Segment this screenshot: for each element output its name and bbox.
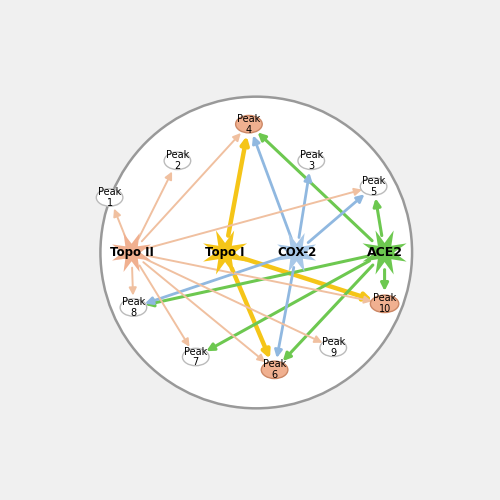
Polygon shape <box>112 233 151 272</box>
Text: Peak
8: Peak 8 <box>122 297 145 318</box>
Polygon shape <box>277 233 316 272</box>
Text: Peak
7: Peak 7 <box>184 346 208 368</box>
Ellipse shape <box>236 116 262 133</box>
Text: Peak
5: Peak 5 <box>362 176 385 197</box>
Text: Peak
10: Peak 10 <box>373 294 396 314</box>
Text: COX-2: COX-2 <box>277 246 316 259</box>
Text: Topo II: Topo II <box>110 246 154 259</box>
Text: Topo I: Topo I <box>206 246 245 259</box>
Text: Peak
1: Peak 1 <box>98 187 121 208</box>
Ellipse shape <box>164 152 190 170</box>
Circle shape <box>100 96 412 408</box>
Ellipse shape <box>360 178 387 195</box>
Text: Peak
3: Peak 3 <box>300 150 323 171</box>
Text: ACE2: ACE2 <box>366 246 402 259</box>
Text: Peak
4: Peak 4 <box>238 114 260 134</box>
Polygon shape <box>362 230 406 274</box>
Polygon shape <box>203 230 247 274</box>
Ellipse shape <box>96 189 123 206</box>
Ellipse shape <box>370 295 399 312</box>
Ellipse shape <box>120 299 146 316</box>
Ellipse shape <box>298 152 324 170</box>
Ellipse shape <box>182 348 209 366</box>
Text: Peak
2: Peak 2 <box>166 150 189 171</box>
Ellipse shape <box>262 361 288 378</box>
Text: Peak
9: Peak 9 <box>322 338 345 358</box>
Text: Peak
6: Peak 6 <box>263 360 286 380</box>
Ellipse shape <box>320 339 346 356</box>
